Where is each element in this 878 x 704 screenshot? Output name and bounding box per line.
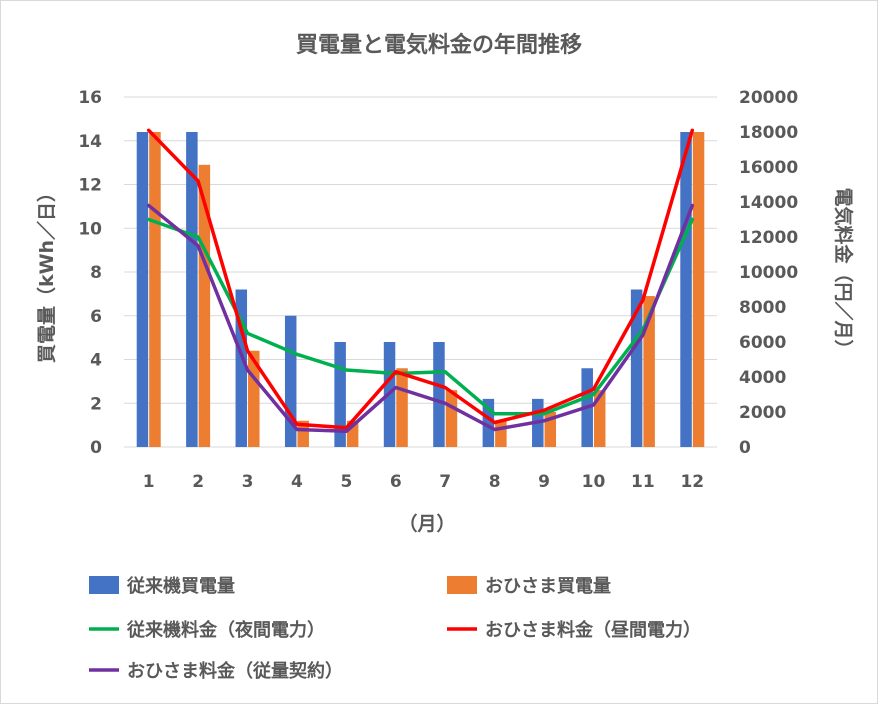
bar-ohisama xyxy=(396,368,408,447)
bar-ohisama xyxy=(692,132,705,447)
left-tick-label: 0 xyxy=(90,438,102,458)
x-tick-label: 2 xyxy=(192,472,204,492)
chart-title: 買電量と電気料金の年間推移 xyxy=(296,32,582,58)
left-tick-label: 16 xyxy=(78,88,102,108)
x-tick-label: 9 xyxy=(538,472,550,492)
bar-ohisama xyxy=(544,412,557,447)
bar-series-group xyxy=(136,132,705,447)
legend-label: おひさま料金（従量契約） xyxy=(127,660,343,682)
right-axis-title: 電気料金（円／月） xyxy=(832,187,855,358)
legend-label: おひさま料金（昼間電力） xyxy=(485,619,701,641)
bar-ohisama xyxy=(643,296,655,447)
right-tick-label: 16000 xyxy=(739,158,798,178)
right-tick-label: 6000 xyxy=(739,333,786,353)
bar-ohisama xyxy=(198,164,211,447)
bar-conventional xyxy=(680,132,692,447)
right-tick-label: 18000 xyxy=(739,123,798,143)
right-tick-label: 4000 xyxy=(739,368,786,388)
line-series-1 xyxy=(146,217,695,416)
x-tick-label: 3 xyxy=(242,472,254,492)
x-axis-ticks: 1 2 3 4 5 6 7 8 9 10 11 12 xyxy=(143,472,704,492)
x-tick-label: 6 xyxy=(390,472,402,492)
x-tick-label: 7 xyxy=(439,472,451,492)
legend-swatch-bar xyxy=(447,576,477,594)
bar-conventional xyxy=(630,289,643,447)
right-tick-label: 8000 xyxy=(739,298,786,318)
x-tick-label: 4 xyxy=(291,472,303,492)
left-tick-label: 10 xyxy=(78,219,102,239)
bar-ohisama xyxy=(495,420,507,447)
right-tick-label: 0 xyxy=(739,438,751,458)
bar-ohisama xyxy=(297,420,309,447)
bar-ohisama xyxy=(593,390,606,447)
right-tick-label: 14000 xyxy=(739,193,798,213)
bar-ohisama xyxy=(149,132,161,447)
bar-ohisama xyxy=(346,420,359,447)
x-tick-label: 10 xyxy=(582,472,606,492)
x-tick-label: 1 xyxy=(143,472,155,492)
x-axis-title: （月） xyxy=(398,512,455,535)
line-series-2 xyxy=(146,128,695,430)
legend-swatch-bar xyxy=(89,576,119,594)
bar-conventional xyxy=(433,342,445,447)
legend-label: おひさま買電量 xyxy=(485,575,611,597)
x-tick-label: 8 xyxy=(489,472,501,492)
legend-label: 従来機買電量 xyxy=(126,575,235,597)
x-tick-label: 12 xyxy=(680,472,704,492)
left-tick-label: 14 xyxy=(78,132,102,152)
left-tick-label: 8 xyxy=(90,263,102,283)
left-tick-label: 12 xyxy=(78,176,102,196)
right-tick-label: 2000 xyxy=(739,403,786,423)
right-axis-ticks: 0 2000 4000 6000 8000 10000 12000 14000 16000 180… xyxy=(739,88,798,458)
bar-conventional xyxy=(482,398,495,447)
bar-conventional xyxy=(136,132,149,447)
left-tick-label: 2 xyxy=(90,394,102,414)
line-series-3 xyxy=(146,203,695,434)
x-tick-label: 11 xyxy=(631,472,655,492)
left-axis-title: 買電量（kWh／日） xyxy=(35,183,58,363)
bar-ohisama xyxy=(248,350,260,447)
right-tick-label: 20000 xyxy=(739,88,798,108)
bar-conventional xyxy=(284,315,297,447)
left-tick-label: 6 xyxy=(90,307,102,327)
bar-ohisama xyxy=(445,390,458,447)
left-axis-ticks: 0 2 4 6 8 10 12 14 16 xyxy=(78,88,102,458)
bar-conventional xyxy=(235,289,248,447)
bar-conventional xyxy=(334,342,346,447)
right-tick-label: 10000 xyxy=(739,263,798,283)
left-tick-label: 4 xyxy=(90,351,102,371)
line-series-group xyxy=(146,128,695,434)
legend-label: 従来機料金（夜間電力） xyxy=(126,619,325,641)
x-tick-label: 5 xyxy=(340,472,352,492)
bar-conventional xyxy=(186,132,198,447)
right-tick-label: 12000 xyxy=(739,228,798,248)
